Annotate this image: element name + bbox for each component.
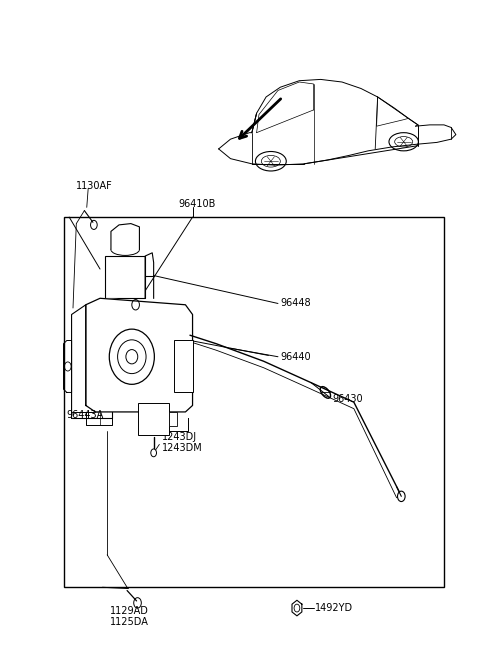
Bar xyxy=(105,256,145,298)
Text: 1243DJ: 1243DJ xyxy=(162,432,197,441)
Text: 96440: 96440 xyxy=(280,352,311,362)
Text: 1130AF: 1130AF xyxy=(76,181,113,191)
Text: 1492YD: 1492YD xyxy=(315,603,353,613)
Bar xyxy=(64,217,444,588)
Text: 96448: 96448 xyxy=(280,299,311,309)
Bar xyxy=(138,403,169,435)
Text: 1129AD: 1129AD xyxy=(110,607,149,616)
Text: 1125DA: 1125DA xyxy=(110,618,149,627)
Polygon shape xyxy=(111,223,139,250)
Text: 1243DM: 1243DM xyxy=(162,443,203,453)
Text: 96443A: 96443A xyxy=(67,410,104,420)
Circle shape xyxy=(151,449,156,457)
Bar xyxy=(169,412,178,426)
Text: 96430: 96430 xyxy=(333,394,363,404)
Bar xyxy=(174,341,192,392)
Text: 96410B: 96410B xyxy=(179,199,216,209)
Polygon shape xyxy=(86,298,192,412)
